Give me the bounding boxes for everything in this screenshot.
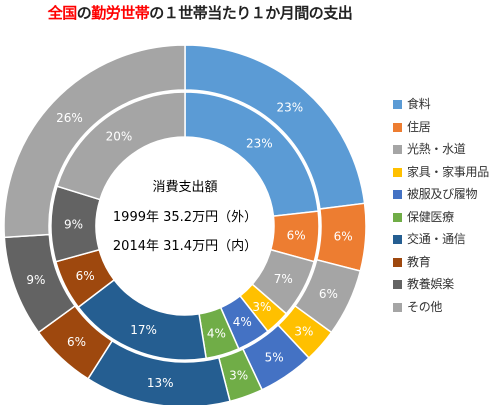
title-part-1: 全国 bbox=[47, 4, 78, 22]
legend-label-10: その他 bbox=[407, 299, 443, 314]
legend-swatch-3 bbox=[393, 145, 402, 154]
inner-ring-label-4: 3% bbox=[252, 300, 271, 314]
inner-ring-label-1: 23% bbox=[246, 136, 273, 150]
title-part-4: の１世帯当たり１か月間の支出 bbox=[149, 4, 353, 22]
outer-ring-label-8: 6% bbox=[67, 335, 86, 349]
inner-ring-label-9: 9% bbox=[64, 218, 83, 232]
legend-label-2: 住居 bbox=[407, 119, 431, 134]
legend-item-5: 被服及び履物 bbox=[393, 183, 489, 206]
legend-label-4: 家具・家事用品 bbox=[407, 164, 489, 179]
legend-item-8: 教育 bbox=[393, 251, 489, 274]
legend-swatch-6 bbox=[393, 212, 402, 222]
legend-label-1: 食料 bbox=[407, 97, 431, 111]
outer-ring-label-2: 6% bbox=[334, 230, 353, 244]
legend-swatch-10 bbox=[393, 302, 402, 312]
legend-swatch-8 bbox=[393, 257, 402, 267]
legend-item-6: 保健医療 bbox=[393, 206, 489, 229]
chart-slices bbox=[3, 44, 367, 405]
outer-ring-label-7: 13% bbox=[147, 376, 174, 390]
legend-item-1: 食料 bbox=[393, 93, 489, 116]
inner-ring-label-7: 17% bbox=[130, 323, 157, 337]
legend-label-7: 交通・通信 bbox=[407, 232, 466, 246]
legend-label-9: 教養娯楽 bbox=[407, 277, 454, 291]
inner-ring-label-3: 7% bbox=[274, 272, 293, 286]
inner-ring-label-10: 20% bbox=[106, 130, 133, 144]
legend-swatch-4 bbox=[393, 167, 402, 177]
legend-item-9: 教養娯楽 bbox=[393, 273, 489, 296]
inner-ring-label-5: 4% bbox=[233, 315, 252, 329]
center-label-line-3: 2014年 31.4万円（内） bbox=[113, 238, 257, 254]
legend-item-7: 交通・通信 bbox=[393, 228, 489, 251]
outer-ring-label-5: 5% bbox=[265, 351, 284, 365]
legend-item-2: 住居 bbox=[393, 116, 489, 139]
outer-ring-label-4: 3% bbox=[294, 324, 313, 338]
inner-ring-label-8: 6% bbox=[76, 269, 95, 283]
legend-swatch-7 bbox=[393, 235, 402, 244]
center-label-line-2: 1999年 35.2万円（外） bbox=[113, 210, 257, 225]
legend-swatch-1 bbox=[393, 100, 402, 109]
inner-ring-label-2: 6% bbox=[287, 228, 306, 242]
legend-swatch-5 bbox=[393, 190, 402, 199]
title-part-3: 勤労世帯 bbox=[91, 4, 150, 22]
center-label: 消費支出額 1999年 35.2万円（外） 2014年 31.4万円（内） bbox=[113, 180, 257, 254]
outer-ring-label-3: 6% bbox=[319, 287, 338, 301]
chart-legend: 食料住居光熱・水道家具・家事用品 被服及び履物 保健医療交通・通信教育教養娯楽その他 bbox=[393, 93, 489, 318]
legend-item-10: その他 bbox=[393, 296, 489, 319]
inner-ring-slice-10 bbox=[56, 91, 186, 201]
outer-ring-label-1: 23% bbox=[276, 101, 303, 115]
outer-ring-label-6: 3% bbox=[229, 369, 248, 383]
legend-swatch-9 bbox=[393, 280, 402, 289]
legend-label-8: 教育 bbox=[407, 254, 431, 269]
center-label-line-1: 消費支出額 bbox=[152, 180, 217, 195]
legend-swatch-2 bbox=[393, 122, 402, 132]
legend-label-3: 光熱・水道 bbox=[407, 142, 466, 156]
legend-item-4: 家具・家事用品 bbox=[393, 161, 489, 184]
legend-label-5: 被服及び履物 bbox=[407, 187, 478, 201]
inner-ring-label-6: 4% bbox=[207, 327, 226, 341]
legend-item-3: 光熱・水道 bbox=[393, 138, 489, 161]
chart-title: 全国の勤労世帯の１世帯当たり１か月間の支出 bbox=[0, 2, 400, 23]
title-part-2: の bbox=[76, 4, 92, 22]
outer-ring-label-10: 26% bbox=[56, 111, 83, 125]
outer-ring-slice-10 bbox=[3, 44, 186, 239]
outer-ring-label-9: 9% bbox=[26, 273, 45, 287]
legend-label-6: 保健医療 bbox=[407, 209, 454, 224]
chart-data-labels: 23%6%6%3%5%3%13%6%9%26%23%6%7%3%4%4%17%6… bbox=[26, 101, 352, 390]
